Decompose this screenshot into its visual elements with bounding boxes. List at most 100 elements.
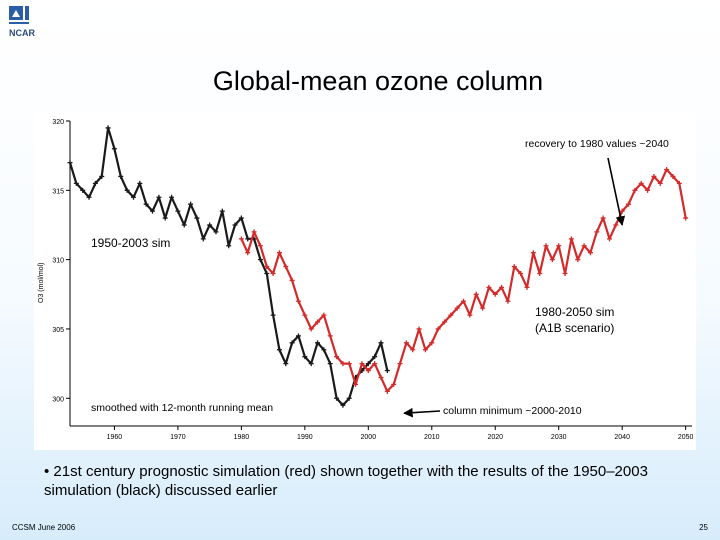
series-point-red xyxy=(454,305,460,311)
annotation-sim1950: 1950-2003 sim xyxy=(91,236,170,250)
series-point-red xyxy=(435,326,441,332)
series-point-black xyxy=(308,361,314,367)
series-point-red xyxy=(264,264,270,270)
series-point-black xyxy=(118,173,124,179)
series-point-red xyxy=(321,312,327,318)
series-point-red xyxy=(238,236,244,242)
series-point-red xyxy=(530,250,536,256)
y-tick-label: 310 xyxy=(52,258,64,265)
series-point-black xyxy=(226,243,232,249)
series-point-red xyxy=(651,173,657,179)
series-point-black xyxy=(365,361,371,367)
x-tick-label: 2010 xyxy=(424,434,440,441)
series-point-red xyxy=(295,298,301,304)
series-point-red xyxy=(606,236,612,242)
series-point-red xyxy=(391,381,397,387)
annotation-sim1980-line2: (A1B scenario) xyxy=(535,321,614,335)
y-axis-label: O3 (mol/mol) xyxy=(38,263,45,303)
series-point-red xyxy=(251,229,257,235)
series-point-black xyxy=(150,208,156,214)
page-number: 25 xyxy=(699,523,708,532)
series-line-red xyxy=(240,168,687,393)
series-point-black xyxy=(99,173,105,179)
series-point-red xyxy=(327,333,333,339)
series-point-red xyxy=(511,264,517,270)
series-point-red xyxy=(410,347,416,353)
x-tick-label: 2040 xyxy=(614,434,630,441)
chart-ticks: 1960 1970 1980 1990 2000 2010 2020 2030 2040 2050… xyxy=(52,119,693,441)
series-point-black xyxy=(86,194,92,200)
series-point-red xyxy=(562,271,568,276)
footer-left: CCSM June 2006 xyxy=(12,523,76,532)
chart-annotations: recovery to 1980 values ~2040 1950-2003 … xyxy=(91,138,669,418)
series-point-black xyxy=(207,222,213,228)
series-point-red xyxy=(289,277,295,283)
series-point-red xyxy=(575,257,581,263)
series-point-red xyxy=(302,312,308,318)
arrow-recovery xyxy=(607,157,626,226)
series-point-red xyxy=(422,347,428,353)
series-point-black xyxy=(175,208,181,214)
x-tick-label: 2000 xyxy=(361,434,377,441)
annotation-arrows xyxy=(403,157,626,418)
series-point-red xyxy=(626,201,632,207)
x-tick-label: 2050 xyxy=(678,434,694,441)
series-point-red xyxy=(359,361,365,367)
series-point-red xyxy=(480,305,486,311)
series-point-red xyxy=(683,215,689,221)
series-point-red xyxy=(245,250,251,256)
series-point-red xyxy=(537,271,543,276)
series-point-black xyxy=(264,271,270,276)
series-point-red xyxy=(365,368,371,374)
series-point-red xyxy=(346,361,352,367)
x-tick-label: 1980 xyxy=(234,434,250,441)
series-point-black xyxy=(181,222,187,228)
series-point-black xyxy=(219,208,225,214)
series-point-red xyxy=(543,243,549,249)
series-point-red xyxy=(372,361,378,367)
logo-text: NCAR xyxy=(9,28,35,38)
series-point-red xyxy=(416,326,422,332)
series-point-black xyxy=(156,194,162,200)
series-point-red xyxy=(448,312,454,318)
x-tick-label: 1990 xyxy=(297,434,313,441)
series-point-black xyxy=(232,222,238,228)
series-point-red xyxy=(403,340,409,346)
series-point-black xyxy=(194,215,200,221)
series-point-red xyxy=(619,208,625,214)
series-point-red xyxy=(315,319,321,325)
series-point-black xyxy=(295,333,301,339)
series-point-red xyxy=(499,284,505,290)
series-point-red xyxy=(308,326,314,332)
series-point-black xyxy=(80,187,86,193)
series-point-black xyxy=(283,361,289,367)
series-point-red xyxy=(429,340,435,346)
series-point-red xyxy=(587,250,593,256)
y-tick-label: 320 xyxy=(52,119,64,126)
arrow-minimum xyxy=(403,407,441,418)
series-point-black xyxy=(67,160,73,166)
series-point-black xyxy=(289,340,295,346)
series-point-red xyxy=(270,271,276,276)
x-tick-label: 2020 xyxy=(487,434,503,441)
series-point-red xyxy=(556,243,562,249)
annotation-recovery: recovery to 1980 values ~2040 xyxy=(525,138,669,150)
series-point-black xyxy=(111,146,117,152)
ozone-chart: O3 (mol/mol) 1960 1970 1980 1990 2000 2010 202… xyxy=(38,119,694,441)
series-point-black xyxy=(162,215,168,221)
series-point-black xyxy=(315,340,321,346)
series-point-red xyxy=(664,167,670,173)
series-point-red xyxy=(645,187,651,193)
series-point-red xyxy=(549,257,555,263)
series-point-black xyxy=(130,194,136,200)
series-point-black xyxy=(270,312,276,318)
series-point-red xyxy=(518,271,524,276)
series-line-black xyxy=(68,126,389,407)
x-tick-label: 2030 xyxy=(551,434,567,441)
series-point-black xyxy=(384,368,390,374)
series-point-red xyxy=(670,173,676,179)
series-point-red xyxy=(276,250,282,256)
series-point-black xyxy=(346,395,352,401)
series-point-black xyxy=(372,354,378,360)
series-point-red xyxy=(384,388,390,394)
